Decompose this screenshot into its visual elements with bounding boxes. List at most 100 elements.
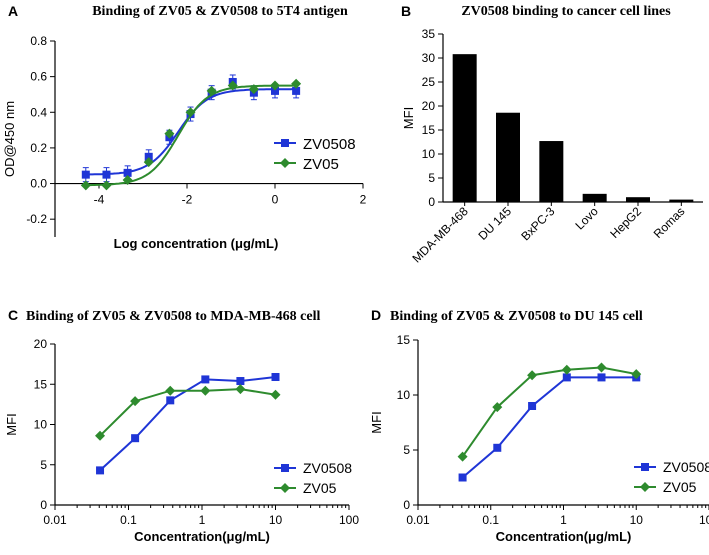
chart-a: Binding of ZV05 & ZV0508 to 5T4 antigen -… — [2, 4, 367, 251]
y-tick-label: 0 — [428, 195, 435, 209]
x-tick-label: DU 145 — [475, 204, 514, 243]
y-tick-label: 15 — [422, 123, 436, 137]
y-tick-label: 10 — [397, 388, 411, 402]
data-point-zv05 — [291, 78, 302, 89]
data-point-zv05 — [235, 384, 246, 395]
fit-curve-zv0508 — [85, 88, 297, 176]
data-point-zv05 — [457, 451, 468, 462]
data-point-zv0508 — [144, 152, 153, 161]
y-tick-label: 10 — [422, 147, 436, 161]
data-point-zv0508 — [96, 466, 105, 475]
legend-marker — [641, 463, 649, 471]
data-point-zv0508 — [271, 373, 280, 382]
data-point-zv05 — [561, 364, 572, 375]
chart-title: ZV0508 binding to cancer cell lines — [461, 4, 671, 19]
y-axis-label: MFI — [4, 413, 19, 435]
chart-title: Binding of ZV05 & ZV0508 to 5T4 antigen — [92, 4, 348, 19]
data-point-zv05 — [185, 107, 196, 118]
chart-d: Binding of ZV05 & ZV0508 to DU 145 cell 0… — [369, 309, 709, 544]
series-line-zv05 — [461, 366, 637, 458]
bar-bxpc-3 — [539, 141, 564, 202]
data-point-zv05 — [143, 157, 154, 168]
data-point-zv05 — [200, 385, 211, 396]
data-point-zv05 — [101, 180, 112, 191]
y-tick-label: 25 — [422, 75, 436, 89]
bar-hepg2 — [626, 197, 650, 202]
legend-label: ZV0508 — [303, 460, 352, 476]
x-tick-label: BxPC-3 — [518, 204, 557, 243]
chart-title: Binding of ZV05 & ZV0508 to MDA-MB-468 c… — [26, 309, 320, 324]
data-point-zv05 — [95, 430, 106, 441]
bar-mda-mb-468 — [452, 54, 477, 202]
x-tick-label: 2 — [360, 193, 367, 207]
y-tick-label: 5 — [40, 458, 47, 472]
legend-label: ZV05 — [663, 479, 697, 495]
data-point-zv0508 — [597, 373, 606, 382]
series-line-zv0508 — [461, 376, 637, 479]
y-tick-label: 15 — [34, 377, 48, 391]
y-tick-label: 5 — [403, 443, 410, 457]
legend-marker — [640, 482, 650, 492]
y-tick-label: 20 — [34, 337, 48, 351]
data-point-zv0508 — [458, 473, 467, 482]
y-axis-label: MFI — [401, 107, 416, 129]
data-point-zv0508 — [102, 170, 111, 179]
data-point-zv05 — [631, 369, 642, 380]
x-axis-label: Concentration(μg/mL) — [134, 529, 270, 544]
data-point-zv05 — [122, 174, 133, 185]
fit-curve-zv05 — [85, 84, 297, 187]
x-tick-label: 10 — [630, 513, 644, 527]
y-tick-label: 0.6 — [30, 70, 47, 84]
data-point-zv0508 — [236, 377, 245, 386]
chart-c: Binding of ZV05 & ZV0508 to MDA-MB-468 c… — [4, 309, 359, 544]
x-tick-label: 0.1 — [482, 513, 499, 527]
panel-label-c: C — [8, 307, 18, 323]
y-tick-label: 0.2 — [30, 141, 47, 155]
y-tick-label: 35 — [422, 27, 436, 41]
data-point-zv0508 — [271, 86, 279, 95]
x-tick-label: 100 — [339, 513, 359, 527]
y-tick-label: 0.0 — [30, 177, 47, 191]
data-point-zv0508 — [81, 170, 90, 179]
data-point-zv05 — [130, 396, 141, 407]
legend-label: ZV05 — [303, 156, 339, 173]
x-tick-label: HepG2 — [607, 204, 644, 241]
y-axis-label: MFI — [369, 411, 384, 433]
data-point-zv05 — [206, 85, 217, 96]
data-point-zv0508 — [562, 373, 571, 382]
y-tick-label: 0.8 — [30, 34, 47, 48]
data-point-zv05 — [227, 80, 238, 91]
data-point-zv05 — [492, 402, 503, 413]
x-axis-label: Concentration(μg/mL) — [496, 529, 632, 544]
data-point-zv05 — [80, 180, 91, 191]
x-tick-label: 10 — [269, 513, 283, 527]
x-tick-label: -4 — [94, 193, 105, 207]
bar-lovo — [582, 193, 607, 202]
legend-marker — [280, 483, 290, 493]
x-tick-label: Lovo — [572, 204, 601, 233]
data-point-zv0508 — [528, 402, 537, 410]
bar-du-145 — [496, 112, 520, 202]
x-tick-label: Romas — [651, 204, 688, 241]
x-tick-label: 0.01 — [43, 513, 67, 527]
x-tick-label: 1 — [560, 513, 567, 527]
x-axis-label: Log concentration (μg/mL) — [114, 236, 279, 251]
data-point-zv0508 — [493, 443, 502, 452]
chart-title: Binding of ZV05 & ZV0508 to DU 145 cell — [390, 309, 643, 324]
y-tick-label: 0.4 — [30, 105, 47, 119]
chart-b: ZV0508 binding to cancer cell lines 0 5 10 1… — [401, 4, 703, 266]
x-tick-label: 0 — [272, 193, 279, 207]
legend-label: ZV0508 — [303, 136, 356, 153]
y-tick-label: -0.2 — [26, 212, 47, 226]
data-point-zv05 — [164, 128, 175, 139]
panel-label-a: A — [8, 3, 18, 19]
data-point-zv05 — [248, 84, 259, 95]
data-point-zv0508 — [292, 86, 301, 95]
y-tick-label: 0 — [40, 498, 47, 512]
x-tick-label: MDA-MB-468 — [409, 204, 471, 266]
y-tick-label: 0 — [403, 498, 410, 512]
x-tick-label: 1 — [199, 513, 206, 527]
legend-label: ZV0508 — [663, 459, 709, 475]
y-tick-label: 30 — [422, 51, 436, 65]
